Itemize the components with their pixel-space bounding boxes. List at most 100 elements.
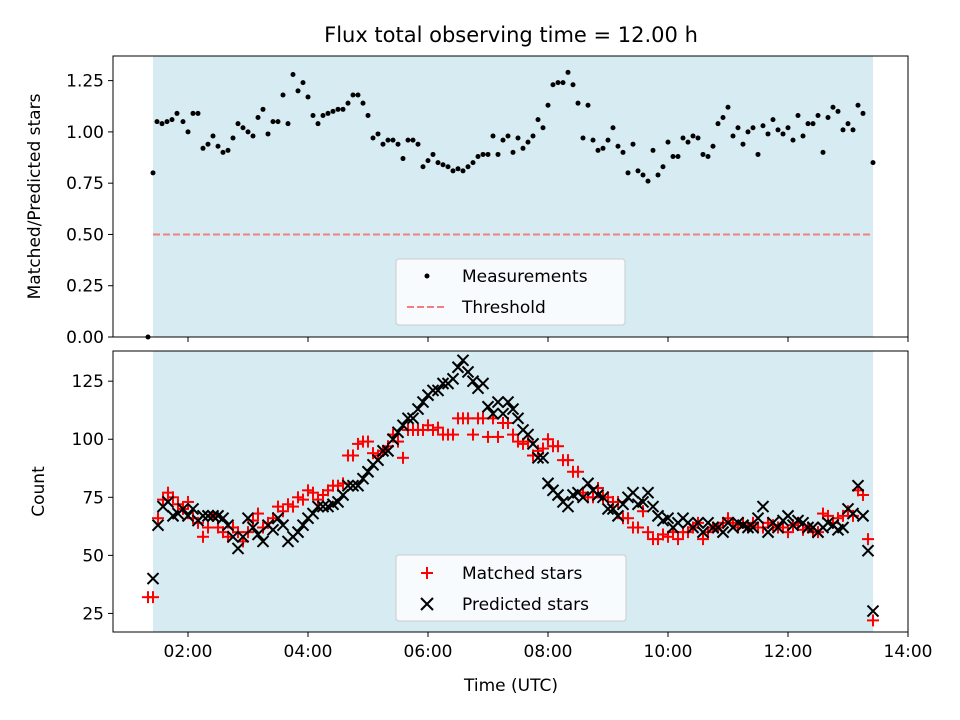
predicted-star-point <box>241 511 255 525</box>
measurement-point <box>420 164 426 170</box>
top-panel: 0.00 0.25 0.50 0.75 1.00 1.25 Matched/Predict… <box>25 55 909 348</box>
measurement-point <box>255 115 261 121</box>
measurement-point <box>425 158 431 164</box>
measurement-point <box>700 151 706 157</box>
predicted-star-point <box>336 488 350 502</box>
predicted-star-point <box>351 479 365 492</box>
y-tick-label: 50 <box>82 546 104 566</box>
top-legend-box <box>395 258 626 326</box>
measurement-point <box>375 131 381 137</box>
predicted-star-point <box>221 518 235 532</box>
predicted-star-point <box>361 465 375 478</box>
measurement-point <box>800 133 806 139</box>
top-y-ticks: 0.00 0.25 0.50 0.75 1.00 1.25 <box>66 72 113 348</box>
top-legend: Measurements Threshold <box>395 258 626 326</box>
x-tick-label: 06:00 <box>404 642 453 662</box>
predicted-star-point <box>756 500 770 513</box>
measurement-point <box>475 154 481 160</box>
measurement-point <box>650 147 656 153</box>
measurement-point <box>635 168 641 174</box>
predicted-star-point <box>411 402 425 416</box>
measurement-point <box>440 162 446 168</box>
measurement-point <box>615 143 621 149</box>
matched-star-point <box>672 533 684 546</box>
predicted-star-point <box>271 511 285 525</box>
matched-star-point <box>287 500 299 513</box>
predicted-star-point <box>256 535 270 548</box>
measurement-point <box>785 125 791 131</box>
matched-star-point <box>152 512 164 525</box>
predicted-star-point <box>356 472 370 485</box>
measurement-point <box>415 141 421 147</box>
measurement-point <box>530 133 536 139</box>
measurement-point <box>405 137 411 143</box>
predicted-star-point <box>536 451 550 465</box>
predicted-star-point <box>196 509 210 523</box>
measurement-point <box>780 131 786 137</box>
predicted-star-point <box>611 509 625 523</box>
predicted-star-point <box>391 426 405 439</box>
measurement-point <box>510 149 516 155</box>
top-axes-frame <box>112 55 909 338</box>
predicted-star-point <box>856 509 870 523</box>
predicted-star-point <box>771 521 785 534</box>
y-tick-label: 0.00 <box>66 328 104 348</box>
predicted-star-point <box>496 407 510 420</box>
figure-title: Flux total observing time = 12.00 h <box>324 23 698 47</box>
measurement-point <box>200 145 206 151</box>
measurement-point <box>795 112 801 118</box>
measurement-point <box>790 137 796 143</box>
predicted-star-point <box>761 525 775 539</box>
predicted-star-point <box>616 498 630 511</box>
predicted-star-point <box>396 419 410 432</box>
measurement-point <box>380 141 386 147</box>
predicted-star-point <box>851 479 865 492</box>
matched-star-point <box>562 454 574 467</box>
predicted-star-point <box>551 488 565 502</box>
measurement-point <box>490 133 496 139</box>
measurement-point <box>560 80 566 86</box>
predicted-star-point <box>456 354 470 367</box>
predicted-star-point <box>561 500 575 513</box>
legend-matched-marker <box>421 567 433 579</box>
measurement-point <box>825 115 831 121</box>
predicted-star-point <box>331 495 345 509</box>
measurement-point <box>830 104 836 110</box>
measurement-point <box>285 121 291 127</box>
predicted-star-point <box>381 444 395 458</box>
legend-measurements-label: Measurements <box>462 267 588 287</box>
predicted-star-point <box>446 372 460 386</box>
x-tick-label: 12:00 <box>764 642 813 662</box>
measurement-point <box>775 127 781 133</box>
predicted-star-point <box>426 384 440 397</box>
measurement-point <box>305 94 311 100</box>
bottom-axes-frame <box>112 350 909 633</box>
measurement-point <box>495 151 501 157</box>
predicted-star-point <box>486 407 500 420</box>
measurement-point <box>690 133 696 139</box>
matched-star-point <box>467 428 479 441</box>
predicted-star-point <box>376 444 390 458</box>
predicted-star-point <box>866 604 880 618</box>
measurement-point <box>455 166 461 172</box>
measurement-point <box>210 133 216 139</box>
measurement-point <box>310 112 316 118</box>
measurement-point <box>430 151 436 157</box>
predicted-star-point <box>716 525 730 539</box>
measurement-point <box>330 108 336 114</box>
measurement-point <box>570 82 576 88</box>
measurement-point <box>595 147 601 153</box>
predicted-star-point <box>606 502 620 516</box>
measurement-point <box>215 143 221 149</box>
bottom-panel: 02:00 04:00 06:00 08:00 10:00 12:00 14:00 25 50… <box>29 350 933 696</box>
measurement-point <box>470 160 476 166</box>
predicted-star-point <box>296 518 310 532</box>
predicted-star-point <box>176 502 190 516</box>
predicted-star-point <box>291 525 305 539</box>
measurement-point <box>860 110 866 116</box>
measurement-point <box>770 117 776 123</box>
measurement-point <box>640 172 646 178</box>
matched-star-point <box>182 495 194 508</box>
measurement-points <box>145 69 876 340</box>
